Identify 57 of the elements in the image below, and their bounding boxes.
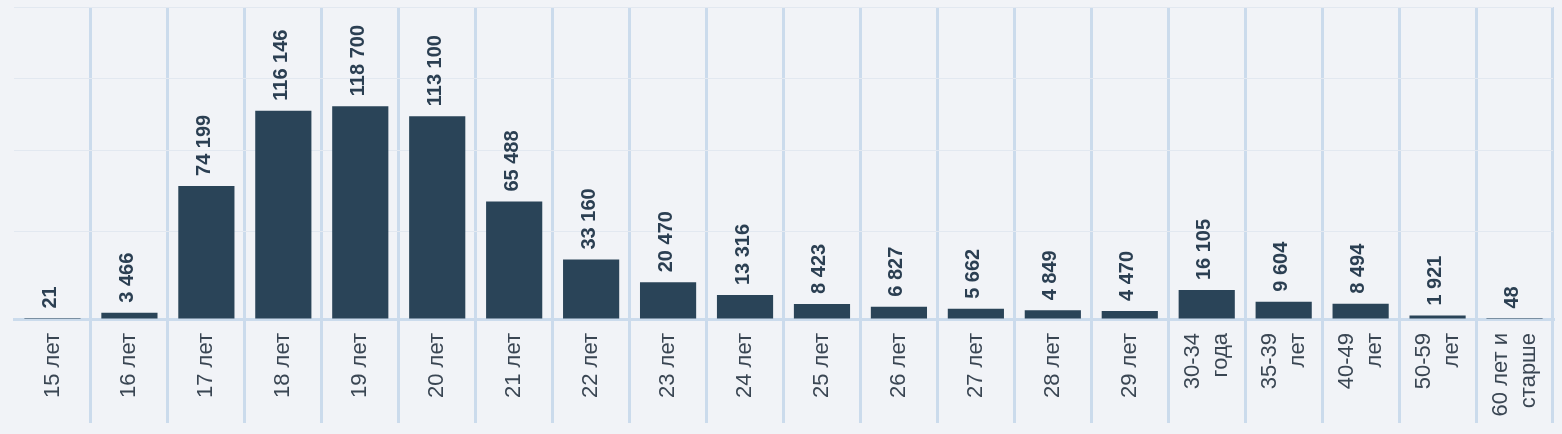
data-label: 8 423: [807, 243, 830, 294]
bar: [255, 110, 312, 319]
bar: [409, 116, 466, 319]
data-label: 74 199: [191, 114, 214, 176]
data-label: 21: [37, 286, 60, 309]
data-label: 48: [1500, 286, 1523, 309]
data-label: 33 160: [576, 188, 599, 250]
x-tick-label: 28 лет: [1038, 333, 1064, 399]
bar: [870, 306, 928, 319]
bar: [101, 312, 158, 319]
bar: [1409, 315, 1466, 319]
data-label: 6 827: [884, 246, 907, 297]
data-label: 13 316: [730, 223, 753, 286]
data-label: 118 700: [345, 24, 368, 97]
x-tick-label: 20 лет: [423, 333, 449, 399]
bar: [486, 201, 543, 319]
bar: [639, 282, 697, 319]
bar: [178, 185, 235, 319]
x-tick-label: 26 лет: [884, 333, 910, 399]
data-label: 9 604: [1269, 240, 1292, 292]
x-tick-label: 25 лет: [808, 333, 834, 399]
x-tick-label: 15 лет: [38, 333, 64, 399]
bar: [793, 303, 851, 319]
x-tick-label: 16 лет: [115, 333, 141, 399]
bar: [716, 295, 774, 319]
x-tick-label: 29 лет: [1115, 333, 1141, 399]
x-tick-label: 30-34 года: [1178, 332, 1232, 390]
x-tick-label: 17 лет: [192, 333, 218, 399]
data-label: 116 146: [268, 29, 291, 101]
data-label: 113 100: [422, 35, 445, 107]
x-tick-label: 50-59 лет: [1409, 333, 1463, 390]
x-tick-label: 24 лет: [731, 333, 757, 399]
data-label: 1 921: [1423, 255, 1446, 306]
bar: [1178, 290, 1235, 319]
x-tick-label: 18 лет: [269, 333, 295, 399]
x-tick-label: 19 лет: [346, 333, 372, 399]
bar: [563, 259, 620, 319]
data-label: 4 470: [1115, 250, 1138, 301]
x-tick-label: 22 лет: [577, 333, 603, 399]
data-label: 5 662: [961, 248, 984, 299]
data-label: 16 105: [1192, 218, 1215, 281]
bar: [1255, 301, 1312, 319]
data-label: 3 466: [114, 252, 137, 303]
bar: [1024, 310, 1081, 319]
data-label: 4 849: [1038, 250, 1061, 301]
data-label: 65 488: [499, 130, 522, 192]
bar: [1332, 303, 1389, 319]
bar: [332, 106, 389, 319]
bar: [1101, 310, 1158, 319]
x-tick-label: 27 лет: [961, 333, 987, 399]
x-tick-label: 21 лет: [500, 333, 526, 399]
x-tick-label: 35-39 лет: [1255, 333, 1309, 390]
bar: [947, 308, 1004, 319]
data-label: 20 470: [653, 211, 676, 273]
x-tick-label: 40-49 лет: [1332, 333, 1386, 390]
x-tick-label: 23 лет: [654, 333, 680, 399]
data-label: 8 494: [1346, 242, 1369, 294]
